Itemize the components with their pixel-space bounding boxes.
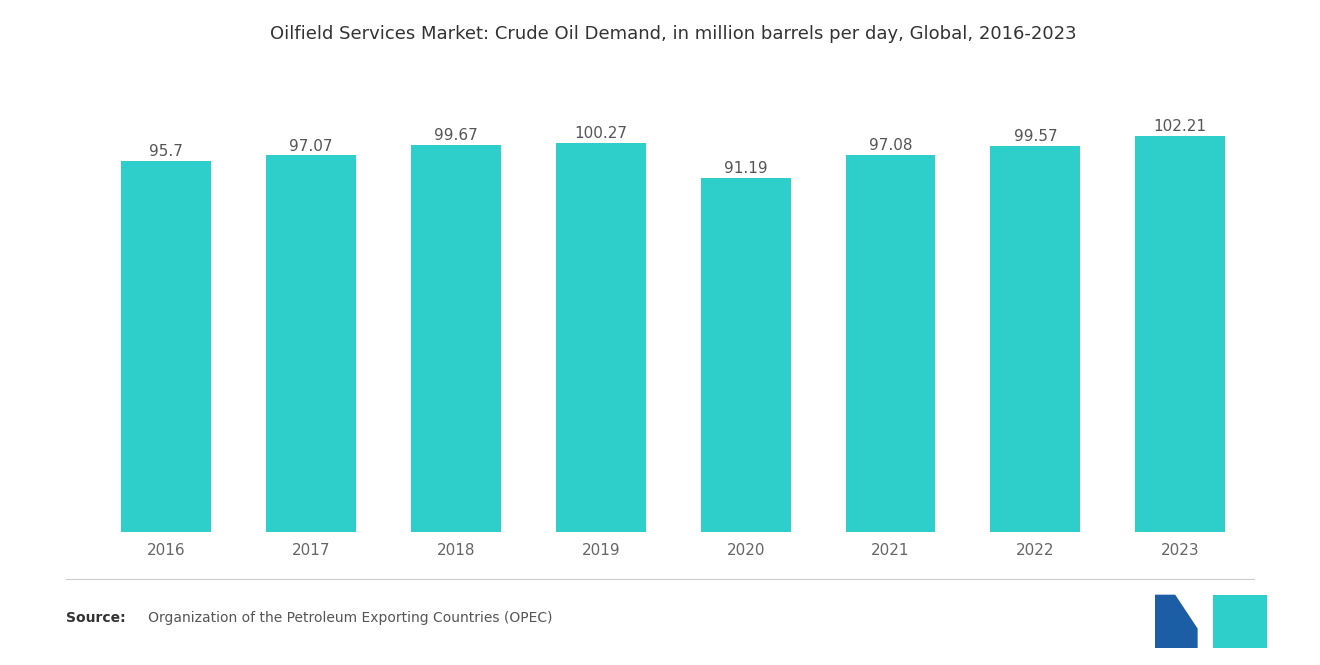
Text: 102.21: 102.21 xyxy=(1154,118,1206,134)
Text: 99.57: 99.57 xyxy=(1014,129,1057,144)
Text: 97.07: 97.07 xyxy=(289,138,333,154)
Text: 97.08: 97.08 xyxy=(869,138,912,154)
Bar xyxy=(411,146,500,532)
Text: Source:: Source: xyxy=(66,611,125,625)
Text: 99.67: 99.67 xyxy=(434,128,478,144)
Bar xyxy=(990,146,1080,532)
Text: 100.27: 100.27 xyxy=(574,126,627,141)
Bar xyxy=(1135,136,1225,532)
Title: Oilfield Services Market: Crude Oil Demand, in million barrels per day, Global, : Oilfield Services Market: Crude Oil Dema… xyxy=(269,25,1077,43)
Bar xyxy=(121,161,211,532)
Text: 91.19: 91.19 xyxy=(723,162,767,176)
Bar xyxy=(846,156,936,532)
Bar xyxy=(701,178,791,532)
Text: Organization of the Petroleum Exporting Countries (OPEC): Organization of the Petroleum Exporting … xyxy=(135,611,552,625)
Text: 95.7: 95.7 xyxy=(149,144,183,159)
Bar xyxy=(556,143,645,532)
Bar xyxy=(267,156,356,532)
